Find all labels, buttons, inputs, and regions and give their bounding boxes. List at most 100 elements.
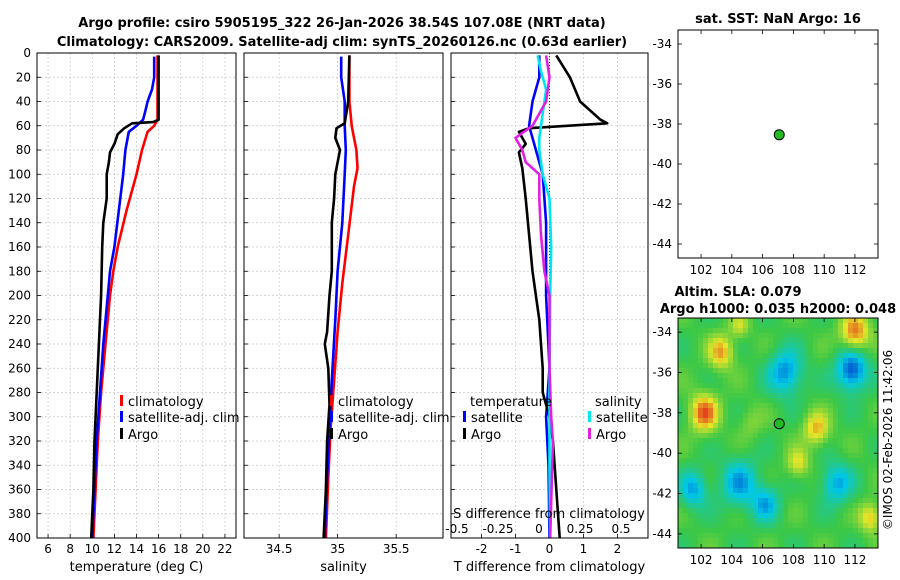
heatmap-cell bbox=[783, 393, 789, 399]
legend-t-satellite-label: satellite bbox=[471, 411, 523, 426]
heatmap-cell bbox=[838, 443, 844, 449]
heatmap-cell bbox=[763, 458, 769, 464]
heatmap-cell bbox=[838, 363, 844, 369]
heatmap-cell bbox=[718, 428, 724, 434]
heatmap-cell bbox=[818, 413, 824, 419]
heatmap-cell bbox=[773, 473, 779, 479]
heatmap-cell bbox=[733, 463, 739, 469]
heatmap-cell bbox=[828, 388, 834, 394]
heatmap-cell bbox=[708, 383, 714, 389]
heatmap-cell bbox=[808, 373, 814, 379]
heatmap-cell bbox=[803, 513, 809, 519]
heatmap-cell bbox=[853, 418, 859, 424]
heatmap-cell bbox=[843, 348, 849, 354]
heatmap-cell bbox=[708, 393, 714, 399]
heatmap-cell bbox=[778, 433, 784, 439]
heatmap-cell bbox=[788, 383, 794, 389]
heatmap-cell bbox=[703, 508, 709, 514]
x-axis-label-top: S difference from climatology bbox=[453, 507, 645, 522]
series-line-argo bbox=[322, 55, 351, 539]
heatmap-cell bbox=[828, 443, 834, 449]
heatmap-cell bbox=[828, 513, 834, 519]
heatmap-cell bbox=[698, 498, 704, 504]
heatmap-cell bbox=[743, 323, 749, 329]
heatmap-cell bbox=[848, 433, 854, 439]
heatmap-cell bbox=[833, 503, 839, 509]
heatmap-cell bbox=[698, 538, 704, 544]
heatmap-cell bbox=[678, 513, 684, 519]
heatmap-cell bbox=[743, 318, 749, 324]
heatmap-cell bbox=[723, 413, 729, 419]
heatmap-cell bbox=[738, 488, 744, 494]
heatmap-cell bbox=[853, 428, 859, 434]
heatmap-cell bbox=[803, 533, 809, 539]
heatmap-cell bbox=[808, 358, 814, 364]
heatmap-cell bbox=[853, 383, 859, 389]
heatmap-cell bbox=[788, 398, 794, 404]
heatmap-cell bbox=[738, 328, 744, 334]
heatmap-cell bbox=[813, 458, 819, 464]
heatmap-cell bbox=[823, 498, 829, 504]
heatmap-cell bbox=[678, 478, 684, 484]
heatmap-cell bbox=[823, 458, 829, 464]
heatmap-cell bbox=[873, 393, 879, 399]
heatmap-cell bbox=[733, 518, 739, 524]
heatmap-cell bbox=[728, 393, 734, 399]
heatmap-cell bbox=[688, 343, 694, 349]
series-line-satellite-adj-clim bbox=[323, 56, 348, 539]
heatmap-cell bbox=[678, 403, 684, 409]
heatmap-cell bbox=[698, 523, 704, 529]
heatmap-cell bbox=[828, 318, 834, 324]
heatmap-cell bbox=[873, 448, 879, 454]
heatmap-cell bbox=[733, 323, 739, 329]
y-tick-label: -42 bbox=[652, 487, 672, 501]
heatmap-cell bbox=[823, 398, 829, 404]
heatmap-cell bbox=[793, 483, 799, 489]
heatmap-cell bbox=[683, 388, 689, 394]
heatmap-cell bbox=[688, 438, 694, 444]
heatmap-cell bbox=[688, 478, 694, 484]
heatmap-cell bbox=[688, 503, 694, 509]
heatmap-cell bbox=[793, 503, 799, 509]
heatmap-cell bbox=[678, 333, 684, 339]
heatmap-cell bbox=[733, 398, 739, 404]
heatmap-cell bbox=[763, 463, 769, 469]
heatmap-cell bbox=[713, 328, 719, 334]
heatmap-cell bbox=[858, 403, 864, 409]
heatmap-cell bbox=[828, 333, 834, 339]
heatmap-cell bbox=[833, 518, 839, 524]
heatmap-cell bbox=[843, 418, 849, 424]
heatmap-cell bbox=[863, 348, 869, 354]
heatmap-cell bbox=[793, 498, 799, 504]
heatmap-cell bbox=[833, 363, 839, 369]
heatmap-cell bbox=[743, 488, 749, 494]
heatmap-cell bbox=[818, 523, 824, 529]
heatmap-cell bbox=[818, 338, 824, 344]
heatmap-cell bbox=[813, 333, 819, 339]
heatmap-cell bbox=[683, 538, 689, 544]
heatmap-cell bbox=[698, 528, 704, 534]
heatmap-cell bbox=[853, 498, 859, 504]
heatmap-cell bbox=[823, 363, 829, 369]
heatmap-cell bbox=[728, 503, 734, 509]
heatmap-cell bbox=[713, 323, 719, 329]
heatmap-cell bbox=[818, 463, 824, 469]
heatmap-cell bbox=[718, 543, 724, 549]
heatmap-cell bbox=[783, 513, 789, 519]
heatmap-cell bbox=[803, 408, 809, 414]
heatmap-cell bbox=[798, 418, 804, 424]
heatmap-cell bbox=[758, 438, 764, 444]
heatmap-cell bbox=[798, 393, 804, 399]
heatmap-cell bbox=[868, 388, 874, 394]
heatmap-cell bbox=[698, 513, 704, 519]
heatmap-cell bbox=[833, 473, 839, 479]
heatmap-cell bbox=[828, 503, 834, 509]
heatmap-cell bbox=[718, 418, 724, 424]
heatmap-cell bbox=[853, 483, 859, 489]
heatmap-cell bbox=[813, 328, 819, 334]
heatmap-cell bbox=[808, 438, 814, 444]
heatmap-cell bbox=[873, 368, 879, 374]
heatmap-cell bbox=[823, 333, 829, 339]
heatmap-cell bbox=[743, 363, 749, 369]
heatmap-cell bbox=[763, 403, 769, 409]
